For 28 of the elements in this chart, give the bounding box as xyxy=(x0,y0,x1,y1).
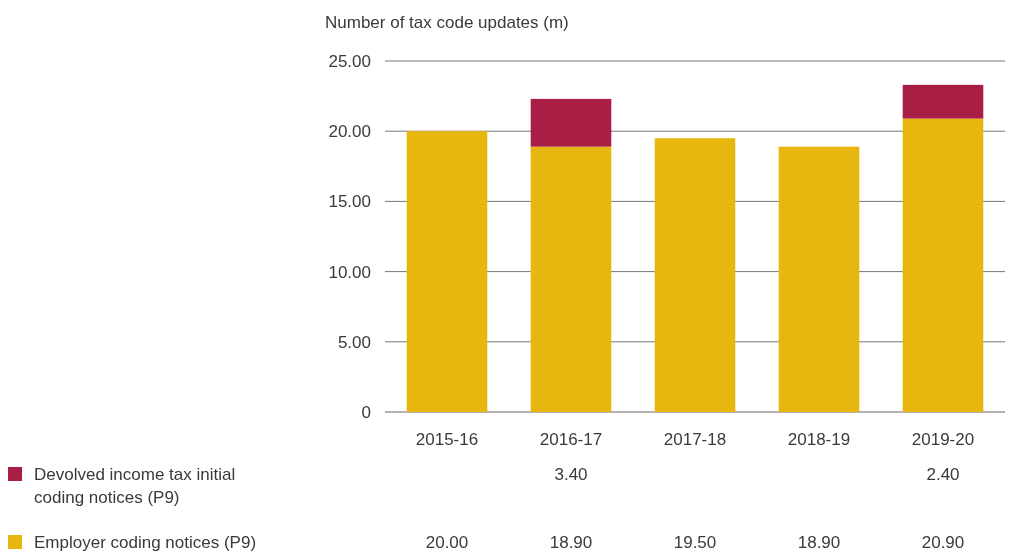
x-tick-label: 2016-17 xyxy=(539,430,603,449)
data-label: 20.00 xyxy=(425,533,469,552)
bar xyxy=(778,146,860,412)
y-tick-label: 5.00 xyxy=(337,332,371,352)
x-tick-label: 2015-16 xyxy=(415,430,479,449)
x-tick-label: 2018-19 xyxy=(787,430,851,449)
y-axis-title: Number of tax code updates (m) xyxy=(325,13,569,32)
bar xyxy=(654,138,736,412)
bar xyxy=(902,118,984,412)
y-tick-label: 15.00 xyxy=(328,192,371,212)
data-label: 20.90 xyxy=(921,533,965,552)
y-tick-label: 25.00 xyxy=(328,52,371,71)
legend-label: Employer coding notices (P9) xyxy=(34,533,257,552)
x-tick-label: 2019-20 xyxy=(911,430,975,449)
legend-label: Devolved income tax initial coding notices (P9) xyxy=(34,465,236,507)
y-tick-label: 20.00 xyxy=(328,122,371,142)
x-tick-label: 2017-18 xyxy=(663,430,727,449)
data-label: 3.40 xyxy=(554,465,588,484)
y-tick-label: 0 xyxy=(361,403,371,422)
bar xyxy=(406,131,488,412)
data-label: 2.40 xyxy=(926,465,960,484)
bar xyxy=(902,84,984,119)
data-label: 18.90 xyxy=(549,533,593,552)
bar xyxy=(530,98,612,147)
y-tick-label: 10.00 xyxy=(328,262,371,282)
data-label: 18.90 xyxy=(797,533,841,552)
bar xyxy=(530,146,612,412)
data-label: 19.50 xyxy=(673,533,717,552)
